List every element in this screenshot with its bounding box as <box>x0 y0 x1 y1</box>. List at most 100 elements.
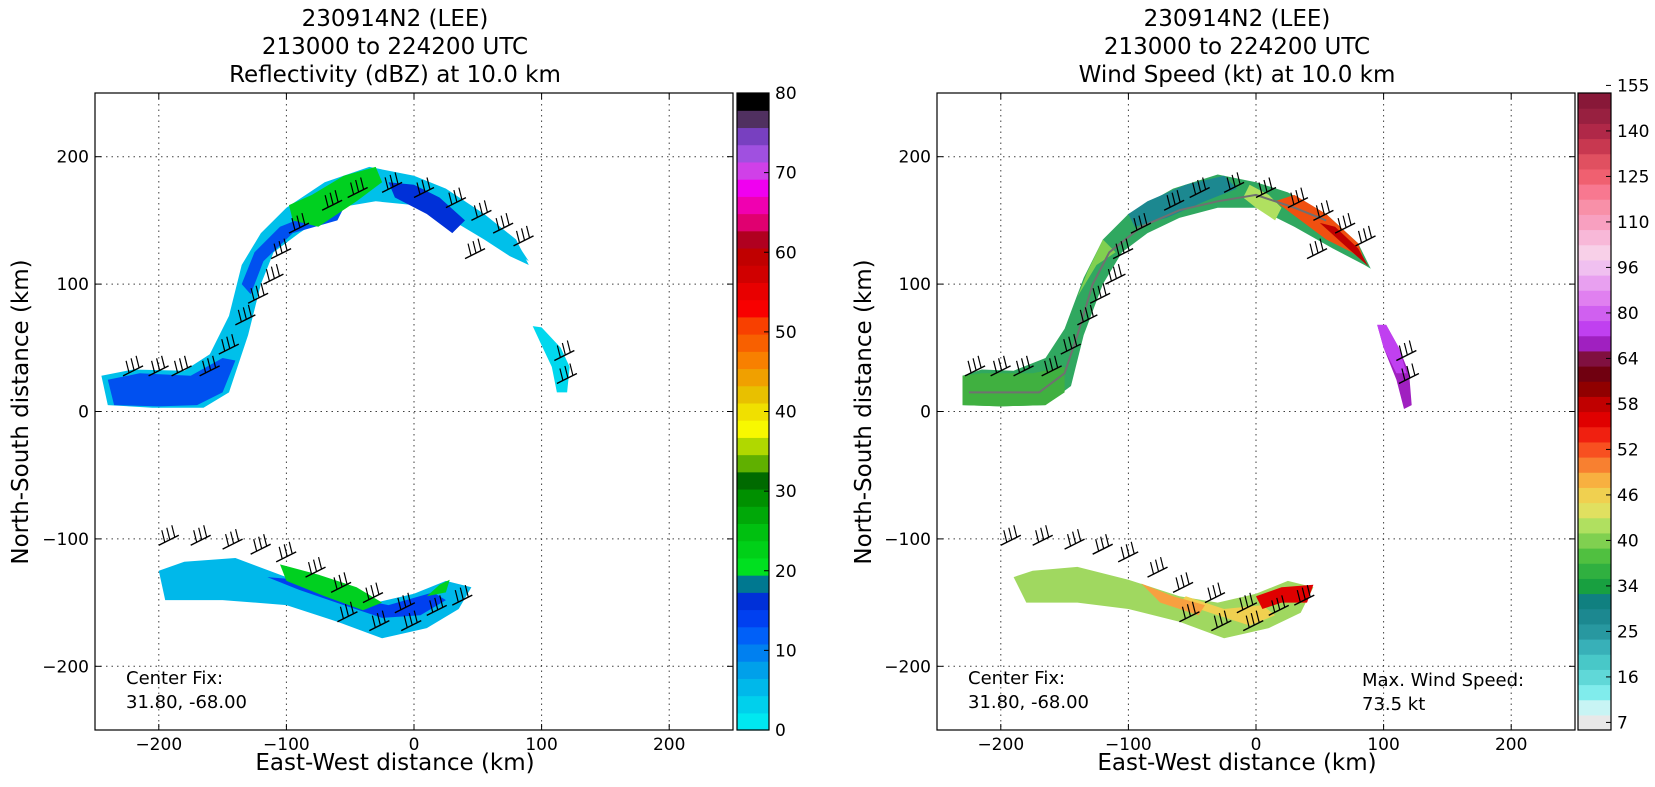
windspeed-colorbar-swatch <box>1578 350 1611 367</box>
windspeed-colorbar-swatch <box>1578 487 1611 504</box>
reflectivity-x-tick-label: 100 <box>525 735 557 755</box>
windspeed-colorbar-swatch <box>1578 578 1611 595</box>
windspeed-wind-barb <box>1147 556 1168 578</box>
windspeed-colorbar-tick-label: 40 <box>1617 531 1639 551</box>
reflectivity-colorbar-swatch <box>737 540 769 559</box>
windspeed-wind-barb <box>1064 528 1085 550</box>
reflectivity-y-tick-label: −100 <box>42 530 89 550</box>
windspeed-x-axis-label: East-West distance (km) <box>1097 750 1376 776</box>
reflectivity-colorbar-swatch <box>737 213 769 232</box>
reflectivity-colorbar-swatch <box>737 523 769 542</box>
reflectivity-x-tick-label: −200 <box>135 735 182 755</box>
reflectivity-colorbar-tick-label: 10 <box>775 641 797 661</box>
windspeed-y-tick-label: 0 <box>920 403 931 423</box>
windspeed-wind-barb <box>1255 177 1277 199</box>
windspeed-colorbar-swatch <box>1578 396 1611 413</box>
windspeed-colorbar-swatch <box>1578 563 1611 579</box>
windspeed-echo-northern-arc <box>962 174 1371 407</box>
windspeed-panel: 230914N2 (LEE) 213000 to 224200 UTC Wind… <box>851 6 1649 776</box>
reflectivity-colorbar-swatch <box>737 471 769 490</box>
windspeed-colorbar-swatch <box>1578 472 1611 488</box>
reflectivity-wind-barb <box>250 534 271 555</box>
reflectivity-center-fix-label: Center Fix: <box>126 668 223 689</box>
reflectivity-wind-barb <box>305 556 326 578</box>
reflectivity-wind-barb <box>381 172 403 193</box>
windspeed-wind-barb <box>1306 238 1328 260</box>
reflectivity-colorbar-swatch <box>737 179 769 197</box>
reflectivity-wind-barb <box>148 355 169 377</box>
reflectivity-panel: 230914N2 (LEE) 213000 to 224200 UTC Refl… <box>8 6 797 776</box>
windspeed-echo-band <box>1275 194 1365 262</box>
windspeed-wind-barb <box>1163 190 1185 211</box>
reflectivity-wind-barb <box>451 585 473 606</box>
reflectivity-echo-band <box>280 564 383 611</box>
reflectivity-echo-band <box>388 182 465 234</box>
reflectivity-colorbar-swatch <box>737 661 769 679</box>
reflectivity-colorbar-swatch <box>737 420 769 438</box>
windspeed-wind-barb <box>1179 601 1200 623</box>
reflectivity-colorbar-tick-label: 50 <box>775 323 797 343</box>
reflectivity-colorbar: 0 10 20 30 40 50 60 70 80 <box>736 84 797 741</box>
windspeed-wind-barb <box>964 355 986 377</box>
reflectivity-x-axis-label: East-West distance (km) <box>255 750 534 776</box>
windspeed-colorbar-tick-label: 34 <box>1617 577 1639 597</box>
windspeed-x-tick-label: 0 <box>1251 735 1262 755</box>
windspeed-colorbar-swatch <box>1578 275 1611 291</box>
windspeed-colorbar-tick-label: 52 <box>1617 440 1639 460</box>
windspeed-colorbar-swatch <box>1578 123 1611 140</box>
windspeed-colorbar-swatch <box>1578 305 1611 322</box>
windspeed-wind-barb <box>1287 187 1309 209</box>
reflectivity-wind-barb <box>330 572 352 594</box>
reflectivity-colorbar-swatch <box>737 93 769 111</box>
reflectivity-colorbar-swatch <box>737 127 769 146</box>
reflectivity-wind-barb <box>554 340 575 362</box>
reflectivity-echo-band <box>426 579 450 597</box>
reflectivity-y-tick-label: 100 <box>57 275 89 295</box>
windspeed-colorbar-swatch <box>1578 168 1611 185</box>
windspeed-colorbar-swatch <box>1578 639 1611 655</box>
windspeed-colorbar-swatch <box>1578 259 1611 276</box>
windspeed-colorbar-swatch <box>1578 381 1611 397</box>
windspeed-wind-barb <box>1060 334 1082 355</box>
reflectivity-colorbar-tick-label: 80 <box>775 84 797 104</box>
windspeed-colorbar-swatch <box>1578 699 1611 716</box>
reflectivity-wind-barb <box>556 363 578 385</box>
windspeed-wind-barb <box>1242 610 1264 632</box>
windspeed-colorbar-swatch <box>1578 714 1611 731</box>
windspeed-wind-barb <box>1041 355 1062 377</box>
windspeed-colorbar-swatch <box>1578 320 1611 337</box>
windspeed-colorbar-tick-label: 58 <box>1617 395 1639 415</box>
windspeed-max-wind-value: 73.5 kt <box>1362 694 1425 715</box>
windspeed-colorbar-tick-label: 125 <box>1617 167 1649 187</box>
reflectivity-colorbar-swatch <box>737 488 769 507</box>
reflectivity-echo-eastern-fragment <box>532 326 570 393</box>
reflectivity-wind-barb <box>362 582 384 604</box>
windspeed-colorbar-swatch <box>1578 593 1611 610</box>
windspeed-colorbar-tick-label: 25 <box>1617 622 1639 642</box>
windspeed-wind-barb <box>1117 541 1139 563</box>
reflectivity-colorbar-swatch <box>737 230 769 249</box>
windspeed-colorbar-swatch <box>1578 684 1611 701</box>
reflectivity-y-tick-label: 0 <box>78 403 89 423</box>
windspeed-y-tick-label: 100 <box>899 275 931 295</box>
reflectivity-wind-barb <box>190 525 212 546</box>
windspeed-echo-band <box>1256 584 1314 609</box>
windspeed-wind-barb <box>1398 363 1420 385</box>
reflectivity-colorbar-swatch <box>737 282 769 301</box>
windspeed-wind-barb <box>1211 610 1232 632</box>
windspeed-colorbar-swatch <box>1578 608 1611 625</box>
windspeed-wind-barb <box>1089 283 1111 304</box>
reflectivity-colorbar-swatch <box>737 196 769 215</box>
reflectivity-echo-southern-arc <box>158 558 472 639</box>
reflectivity-center-fix-value: 31.80, -68.00 <box>126 692 247 713</box>
windspeed-colorbar-tick-label: 64 <box>1617 349 1639 369</box>
reflectivity-wind-barb <box>471 200 492 222</box>
windspeed-contour-line <box>968 193 1327 394</box>
windspeed-colorbar-tick-label: 80 <box>1617 304 1639 324</box>
reflectivity-echo-band <box>107 358 236 407</box>
windspeed-title-line2: 213000 to 224200 UTC <box>1104 34 1370 60</box>
reflectivity-wind-barb <box>218 334 240 355</box>
reflectivity-x-tick-label: 0 <box>409 735 420 755</box>
reflectivity-wind-barb <box>347 177 368 199</box>
windspeed-colorbar-swatch <box>1578 532 1611 549</box>
